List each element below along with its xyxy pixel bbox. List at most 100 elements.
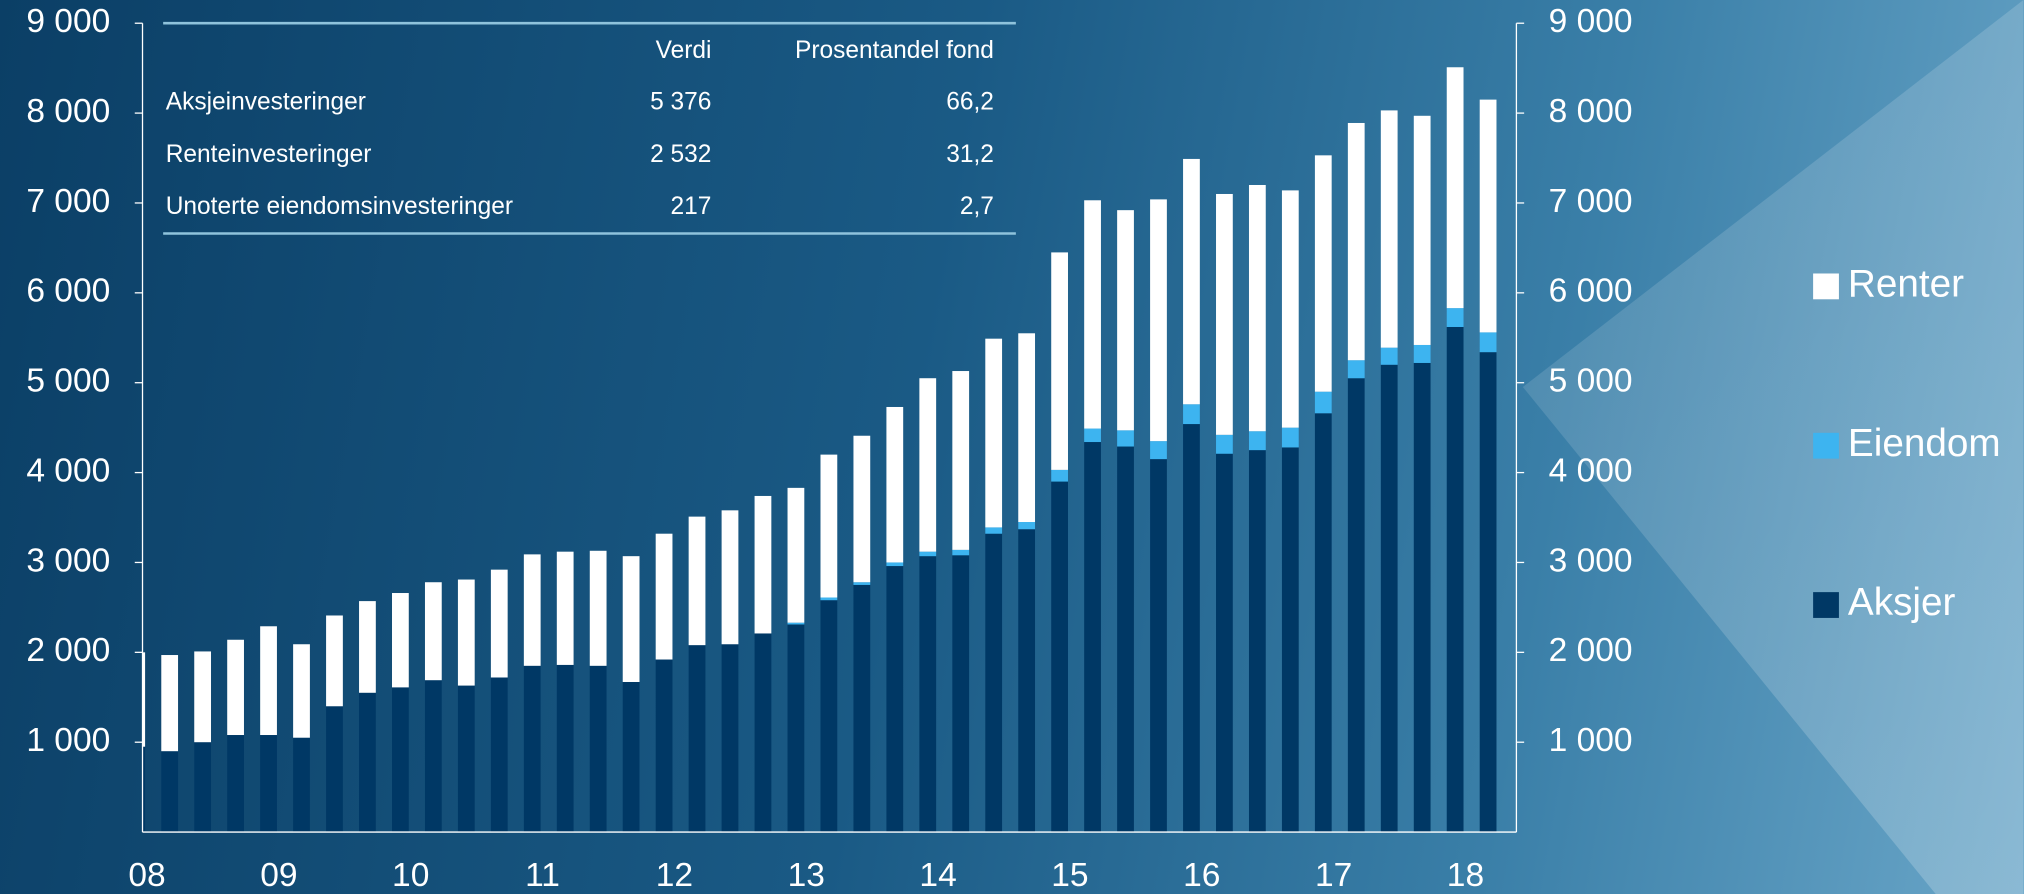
bar-segment [457, 579, 475, 686]
bar-segment [359, 692, 376, 833]
y2-tick-label: 1 000 [1549, 722, 1633, 759]
bar-segment [424, 582, 442, 681]
bar-segment [1314, 413, 1332, 833]
legend-swatch [1813, 432, 1839, 459]
bar-segment [161, 751, 179, 833]
y2-tick-label: 4 000 [1549, 452, 1633, 489]
bar-segment [919, 378, 937, 552]
x-tick-label: 10 [392, 857, 429, 894]
bar-segment [886, 562, 904, 567]
bar-segment [787, 622, 805, 625]
x-tick-label: 16 [1183, 857, 1220, 894]
x-tick-label: 09 [260, 857, 297, 894]
bar-segment [1117, 446, 1134, 833]
y-tick-label: 1 000 [26, 722, 110, 759]
bar-segment [853, 582, 871, 585]
bar-segment [142, 746, 146, 833]
legend-label: Renter [1848, 263, 1964, 306]
x-tick-label: 18 [1447, 857, 1484, 894]
bar-segment [721, 644, 739, 833]
bar-segment [392, 593, 409, 688]
bars [142, 67, 1497, 833]
bar-segment [1150, 441, 1167, 460]
bar-segment [754, 495, 772, 634]
bar-segment [1051, 469, 1068, 482]
y2-tick-label: 7 000 [1549, 183, 1633, 220]
bar-segment [1183, 158, 1200, 405]
x-tick-label: 17 [1315, 857, 1352, 894]
bar-segment [886, 406, 904, 563]
bar-segment [1051, 481, 1068, 833]
y-tick-label: 5 000 [26, 363, 110, 400]
bar-segment [589, 550, 607, 666]
bar-segment [326, 706, 343, 833]
bar-segment [688, 645, 706, 833]
bar-segment [1216, 434, 1233, 454]
bar-segment [457, 685, 475, 833]
legend-swatch [1813, 273, 1839, 300]
bar-segment [1018, 529, 1036, 833]
bar-segment [1248, 431, 1266, 451]
x-tick-label: 13 [788, 857, 825, 894]
bar-segment [392, 687, 409, 833]
bar-segment [952, 549, 970, 556]
y-tick-label: 9 000 [26, 3, 110, 40]
x-tick-label: 15 [1051, 857, 1088, 894]
y-tick-label: 7 000 [26, 183, 110, 220]
table-header: Verdi [656, 37, 712, 64]
bar-segment [1117, 430, 1134, 447]
bar-segment [194, 651, 212, 743]
bar-segment [1084, 442, 1101, 833]
bar-segment [919, 556, 937, 833]
bar-segment [424, 680, 442, 833]
bar-segment [1183, 404, 1200, 425]
bar-segment [754, 633, 772, 833]
bar-segment [1084, 428, 1101, 443]
bar-segment [622, 681, 640, 833]
bar-segment [1446, 67, 1464, 309]
bar-segment [1051, 252, 1068, 470]
bar-segment [1248, 184, 1266, 432]
table-cell: Unoterte eiendomsinvesteringer [166, 193, 513, 220]
bar-segment [1314, 155, 1332, 392]
table-cell: 31,2 [946, 141, 994, 168]
bar-segment [1018, 333, 1036, 523]
x-tick-label: 14 [919, 857, 956, 894]
bar-segment [820, 600, 838, 833]
table-cell: Aksjeinvesteringer [166, 89, 366, 116]
bar-segment [1413, 115, 1431, 345]
y2-tick-label: 5 000 [1549, 363, 1633, 400]
bar-segment [490, 677, 508, 833]
bar-segment [952, 371, 970, 550]
bar-segment [1380, 347, 1398, 365]
bar-segment [1413, 344, 1431, 363]
bar-segment [985, 338, 1003, 528]
bar-segment [1281, 427, 1299, 448]
bar-segment [1479, 99, 1497, 333]
bar-segment [1084, 200, 1101, 429]
bar-segment [293, 737, 310, 833]
bar-segment [787, 624, 805, 833]
bar-segment [556, 551, 574, 665]
bar-segment [142, 652, 146, 747]
bar-segment [194, 742, 212, 833]
bar-segment [227, 735, 244, 833]
x-tick-label: 08 [128, 857, 165, 894]
bar-segment [161, 655, 179, 752]
table-header: Prosentandel fond [795, 37, 994, 64]
bar-segment [919, 551, 937, 557]
x-tick-label: 12 [656, 857, 693, 894]
bar-segment [1380, 110, 1398, 348]
bar-segment [359, 601, 376, 693]
y2-tick-label: 6 000 [1549, 273, 1633, 310]
bar-segment [1413, 362, 1431, 833]
bar-segment [260, 626, 277, 736]
bar-segment [523, 665, 541, 833]
bar-segment [985, 527, 1003, 534]
y-tick-label: 2 000 [26, 632, 110, 669]
legend-label: Eiendom [1848, 422, 2001, 465]
bar-segment [1150, 459, 1167, 833]
bar-segment [688, 516, 706, 646]
y2-tick-label: 2 000 [1549, 632, 1633, 669]
